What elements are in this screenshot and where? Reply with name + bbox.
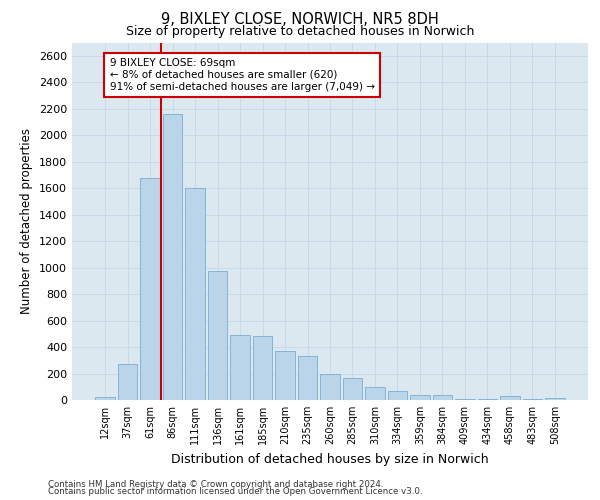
Bar <box>433 396 452 400</box>
Bar <box>545 398 565 400</box>
Text: Contains HM Land Registry data © Crown copyright and database right 2024.: Contains HM Land Registry data © Crown c… <box>48 480 383 489</box>
Text: 9, BIXLEY CLOSE, NORWICH, NR5 8DH: 9, BIXLEY CLOSE, NORWICH, NR5 8DH <box>161 12 439 28</box>
X-axis label: Distribution of detached houses by size in Norwich: Distribution of detached houses by size … <box>171 452 489 466</box>
Bar <box>455 398 475 400</box>
Bar <box>208 271 227 400</box>
Bar <box>365 388 385 400</box>
Bar <box>118 364 137 400</box>
Text: Size of property relative to detached houses in Norwich: Size of property relative to detached ho… <box>126 25 474 38</box>
Bar <box>478 398 497 400</box>
Bar <box>163 114 182 400</box>
Y-axis label: Number of detached properties: Number of detached properties <box>20 128 34 314</box>
Bar <box>140 178 160 400</box>
Bar <box>343 378 362 400</box>
Bar <box>523 398 542 400</box>
Text: 9 BIXLEY CLOSE: 69sqm
← 8% of detached houses are smaller (620)
91% of semi-deta: 9 BIXLEY CLOSE: 69sqm ← 8% of detached h… <box>110 58 374 92</box>
Bar <box>275 351 295 400</box>
Bar <box>410 394 430 400</box>
Bar <box>95 398 115 400</box>
Text: Contains public sector information licensed under the Open Government Licence v3: Contains public sector information licen… <box>48 487 422 496</box>
Bar <box>185 188 205 400</box>
Bar <box>388 390 407 400</box>
Bar <box>298 356 317 400</box>
Bar <box>253 336 272 400</box>
Bar <box>230 335 250 400</box>
Bar <box>500 396 520 400</box>
Bar <box>320 374 340 400</box>
